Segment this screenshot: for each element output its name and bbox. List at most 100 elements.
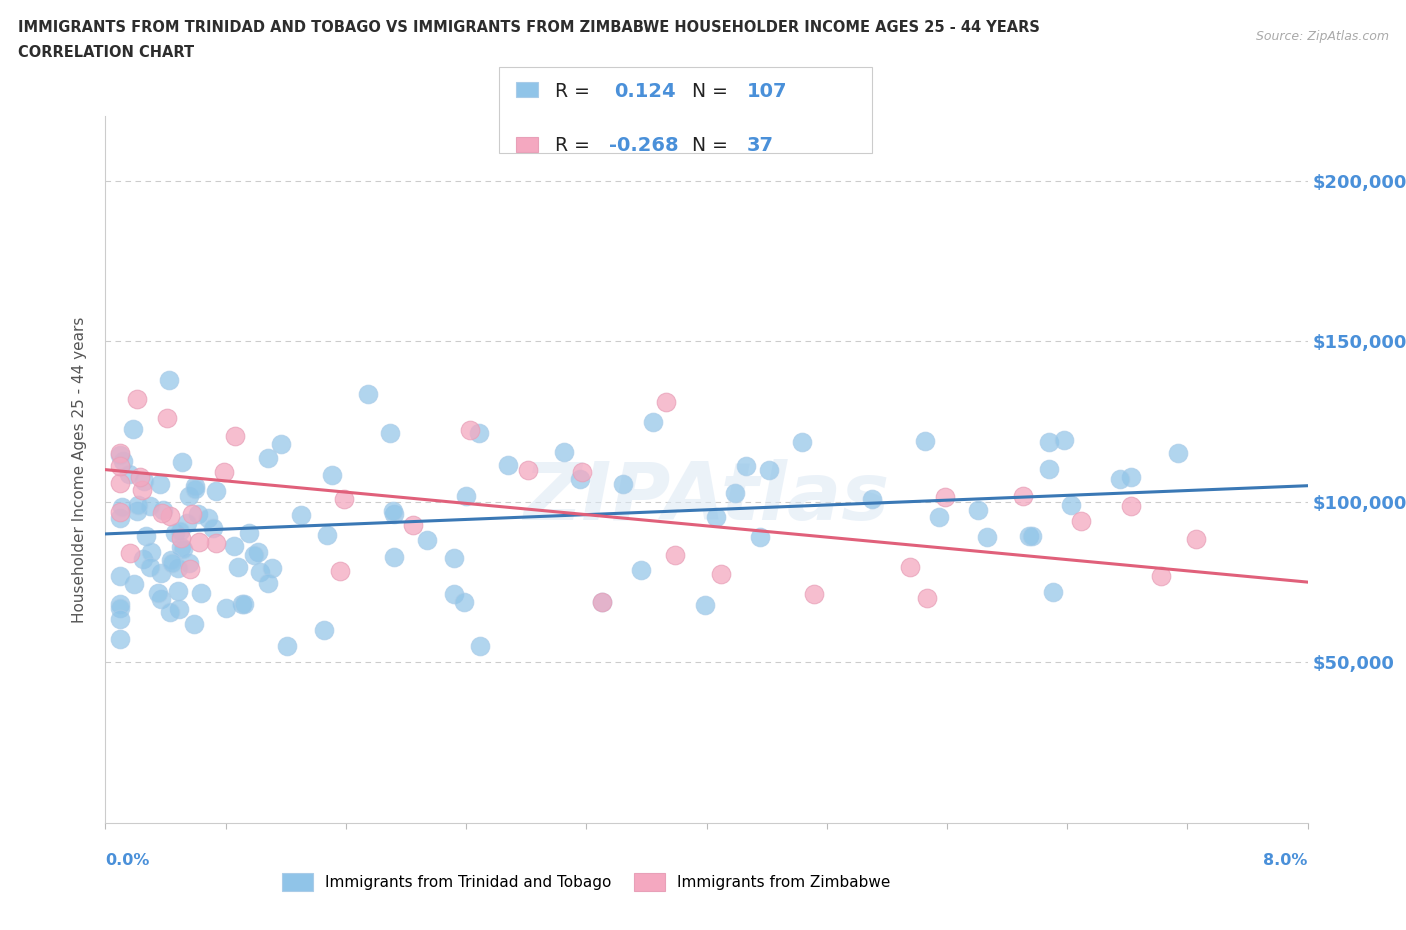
Immigrants from Zimbabwe — [401, 518, 423, 533]
Immigrants from Trinidad and Tobago — [110, 596, 132, 611]
Immigrants from Trinidad and Tobago — [228, 559, 250, 574]
Immigrants from Trinidad and Tobago — [314, 622, 336, 637]
Immigrants from Trinidad and Tobago — [170, 539, 193, 554]
Immigrants from Trinidad and Tobago — [110, 569, 132, 584]
Immigrants from Trinidad and Tobago — [748, 529, 770, 544]
Immigrants from Trinidad and Tobago — [172, 541, 194, 556]
Immigrants from Trinidad and Tobago — [270, 436, 292, 451]
Immigrants from Zimbabwe — [110, 505, 132, 520]
Immigrants from Zimbabwe — [155, 411, 177, 426]
Immigrants from Zimbabwe — [204, 536, 226, 551]
Immigrants from Trinidad and Tobago — [124, 577, 146, 591]
Immigrants from Trinidad and Tobago — [184, 481, 207, 496]
Immigrants from Trinidad and Tobago — [1038, 435, 1060, 450]
Immigrants from Trinidad and Tobago — [177, 489, 200, 504]
Immigrants from Trinidad and Tobago — [928, 510, 950, 525]
Immigrants from Trinidad and Tobago — [1038, 461, 1060, 476]
Immigrants from Trinidad and Tobago — [860, 492, 883, 507]
Immigrants from Trinidad and Tobago — [231, 597, 253, 612]
Immigrants from Trinidad and Tobago — [630, 563, 652, 578]
Text: N =: N = — [692, 136, 728, 154]
Immigrants from Trinidad and Tobago — [215, 600, 238, 615]
Immigrants from Trinidad and Tobago — [243, 548, 266, 563]
Immigrants from Trinidad and Tobago — [202, 520, 225, 535]
Immigrants from Trinidad and Tobago — [135, 529, 157, 544]
Text: Source: ZipAtlas.com: Source: ZipAtlas.com — [1256, 30, 1389, 43]
Immigrants from Zimbabwe — [212, 465, 235, 480]
Immigrants from Trinidad and Tobago — [724, 485, 747, 500]
Immigrants from Trinidad and Tobago — [249, 565, 271, 579]
Immigrants from Trinidad and Tobago — [454, 488, 477, 503]
Immigrants from Trinidad and Tobago — [498, 458, 520, 472]
Immigrants from Trinidad and Tobago — [125, 503, 148, 518]
Immigrants from Trinidad and Tobago — [790, 434, 813, 449]
Immigrants from Trinidad and Tobago — [139, 498, 162, 513]
Immigrants from Trinidad and Tobago — [380, 425, 402, 440]
Y-axis label: Householder Income Ages 25 - 44 years: Householder Income Ages 25 - 44 years — [72, 316, 87, 623]
Immigrants from Trinidad and Tobago — [162, 555, 184, 570]
Immigrants from Trinidad and Tobago — [443, 586, 465, 601]
Immigrants from Zimbabwe — [131, 483, 153, 498]
Immigrants from Zimbabwe — [934, 490, 956, 505]
Immigrants from Trinidad and Tobago — [569, 472, 592, 486]
Text: 8.0%: 8.0% — [1263, 853, 1308, 868]
Immigrants from Trinidad and Tobago — [315, 528, 337, 543]
Immigrants from Zimbabwe — [159, 509, 181, 524]
Immigrants from Trinidad and Tobago — [224, 538, 246, 553]
Immigrants from Zimbabwe — [333, 491, 356, 506]
Immigrants from Trinidad and Tobago — [257, 451, 280, 466]
Immigrants from Trinidad and Tobago — [139, 544, 162, 559]
Immigrants from Trinidad and Tobago — [914, 433, 936, 448]
Immigrants from Zimbabwe — [150, 506, 173, 521]
Immigrants from Trinidad and Tobago — [163, 526, 186, 541]
Immigrants from Zimbabwe — [128, 470, 150, 485]
Text: R =: R = — [555, 136, 591, 154]
Immigrants from Trinidad and Tobago — [110, 611, 132, 626]
Text: IMMIGRANTS FROM TRINIDAD AND TOBAGO VS IMMIGRANTS FROM ZIMBABWE HOUSEHOLDER INCO: IMMIGRANTS FROM TRINIDAD AND TOBAGO VS I… — [18, 20, 1040, 35]
Immigrants from Trinidad and Tobago — [139, 559, 162, 574]
Immigrants from Trinidad and Tobago — [110, 601, 132, 616]
Immigrants from Zimbabwe — [516, 462, 538, 477]
Immigrants from Trinidad and Tobago — [190, 585, 212, 600]
Immigrants from Trinidad and Tobago — [758, 463, 780, 478]
Immigrants from Zimbabwe — [591, 594, 613, 609]
Immigrants from Zimbabwe — [1185, 532, 1208, 547]
Immigrants from Zimbabwe — [110, 459, 132, 474]
Text: 0.124: 0.124 — [614, 82, 676, 100]
Immigrants from Zimbabwe — [329, 564, 352, 578]
Immigrants from Zimbabwe — [110, 445, 132, 460]
Immigrants from Trinidad and Tobago — [187, 507, 209, 522]
Text: 37: 37 — [747, 136, 773, 154]
Immigrants from Trinidad and Tobago — [111, 454, 134, 469]
Immigrants from Zimbabwe — [1121, 498, 1143, 513]
Immigrants from Zimbabwe — [458, 422, 481, 437]
Immigrants from Trinidad and Tobago — [1018, 528, 1040, 543]
Immigrants from Trinidad and Tobago — [693, 597, 716, 612]
Immigrants from Trinidad and Tobago — [257, 576, 280, 591]
Immigrants from Zimbabwe — [915, 591, 938, 605]
Immigrants from Trinidad and Tobago — [111, 499, 134, 514]
Immigrants from Trinidad and Tobago — [134, 473, 156, 488]
Immigrants from Trinidad and Tobago — [150, 591, 173, 606]
Text: 107: 107 — [747, 82, 787, 100]
Text: CORRELATION CHART: CORRELATION CHART — [18, 45, 194, 60]
Immigrants from Trinidad and Tobago — [356, 387, 378, 402]
Legend: Immigrants from Trinidad and Tobago, Immigrants from Zimbabwe: Immigrants from Trinidad and Tobago, Imm… — [276, 867, 897, 897]
Text: R =: R = — [555, 82, 591, 100]
Immigrants from Trinidad and Tobago — [1042, 585, 1064, 600]
Immigrants from Zimbabwe — [710, 566, 733, 581]
Immigrants from Zimbabwe — [803, 587, 825, 602]
Immigrants from Trinidad and Tobago — [132, 551, 155, 566]
Immigrants from Trinidad and Tobago — [247, 544, 270, 559]
Immigrants from Trinidad and Tobago — [1053, 432, 1076, 447]
Immigrants from Zimbabwe — [655, 395, 678, 410]
Immigrants from Trinidad and Tobago — [122, 421, 145, 436]
Immigrants from Trinidad and Tobago — [167, 584, 190, 599]
Text: ZIPAtlas: ZIPAtlas — [523, 458, 890, 537]
Immigrants from Trinidad and Tobago — [110, 511, 132, 525]
Text: N =: N = — [692, 82, 728, 100]
Immigrants from Trinidad and Tobago — [1167, 445, 1189, 460]
Immigrants from Trinidad and Tobago — [468, 426, 491, 441]
Immigrants from Trinidad and Tobago — [204, 484, 226, 498]
Immigrants from Zimbabwe — [664, 548, 686, 563]
